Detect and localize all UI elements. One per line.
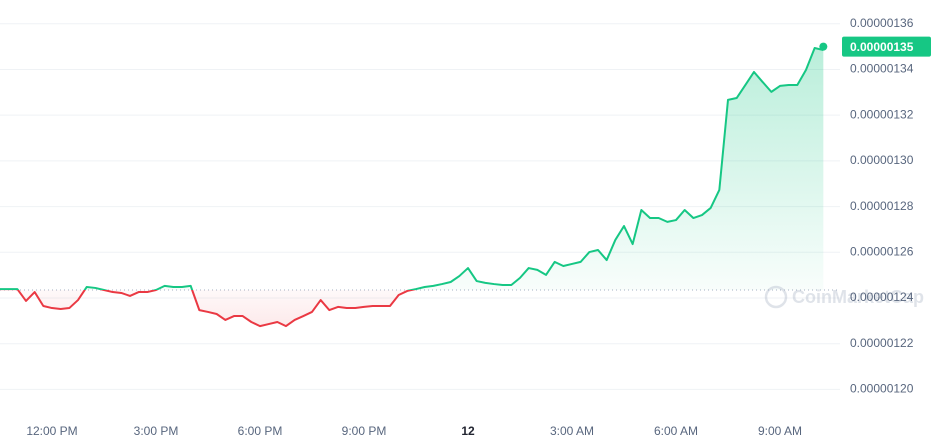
y-tick-label: 0.00000126 — [850, 244, 914, 258]
x-tick-label: 12 — [461, 424, 475, 438]
price-area — [0, 47, 824, 327]
y-tick-label: 0.00000122 — [850, 336, 914, 350]
axes: 0.00000136 0.00000134 0.00000132 0.00000130… — [26, 16, 931, 438]
watermark-logo — [764, 285, 788, 309]
grid — [0, 23, 840, 390]
x-tick-label: 6:00 AM — [654, 424, 698, 438]
x-tick-label: 9:00 AM — [758, 424, 802, 438]
current-price-label: 0.00000135 — [850, 40, 914, 54]
watermark-text: CoinMarketCap — [792, 287, 924, 307]
current-dot — [819, 42, 828, 51]
watermark: CoinMarketCap — [764, 285, 924, 309]
x-tick-label: 12:00 PM — [26, 424, 77, 438]
y-tick-label: 0.00000134 — [850, 62, 914, 76]
x-tick-label: 6:00 PM — [238, 424, 283, 438]
x-tick-label: 3:00 AM — [550, 424, 594, 438]
x-tick-label: 9:00 PM — [342, 424, 387, 438]
y-tick-label: 0.00000132 — [850, 107, 914, 121]
y-tick-label: 0.00000120 — [850, 382, 914, 396]
x-tick-label: 3:00 PM — [134, 424, 179, 438]
y-tick-label: 0.00000136 — [850, 16, 914, 30]
y-tick-label: 0.00000128 — [850, 199, 914, 213]
price-line — [0, 46, 824, 328]
y-tick-label: 0.00000124 — [850, 290, 914, 304]
plot: CoinMarketCap — [0, 42, 924, 328]
current-price-badge — [842, 36, 931, 57]
y-tick-label: 0.00000130 — [850, 153, 914, 167]
